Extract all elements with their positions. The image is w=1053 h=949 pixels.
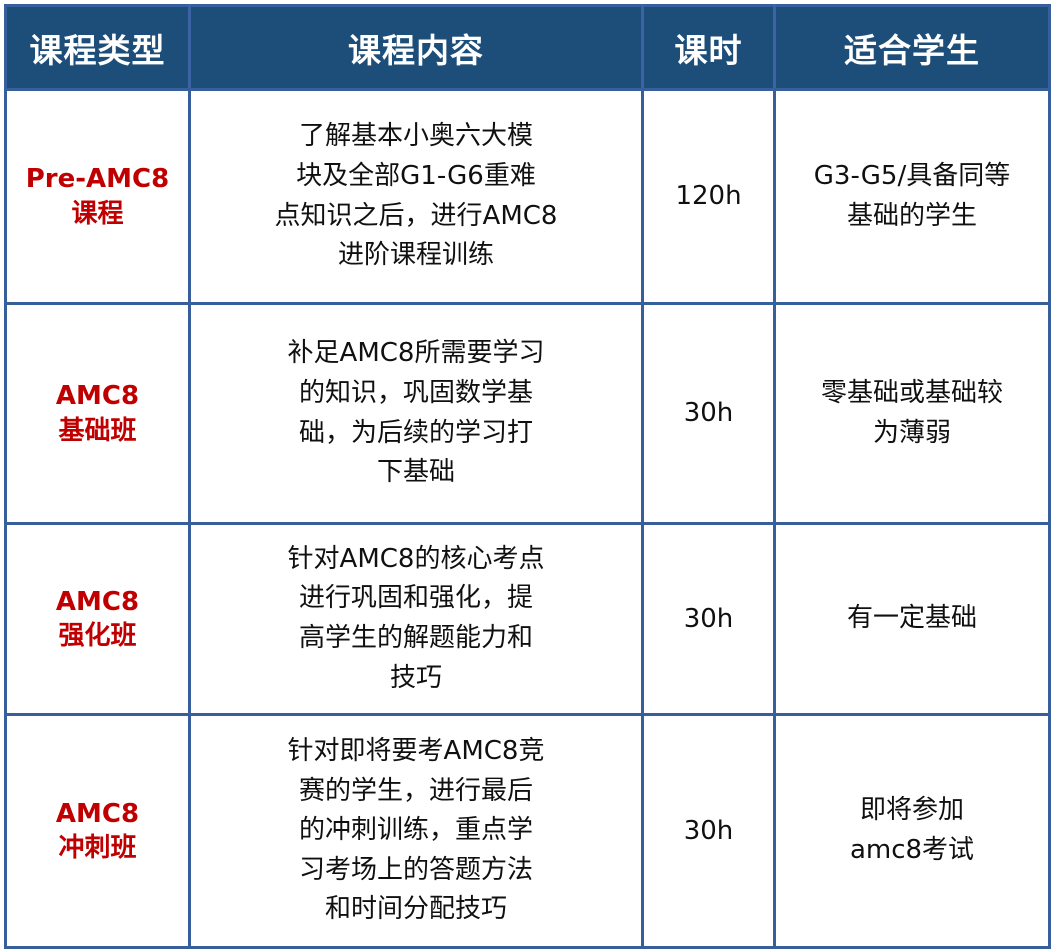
header-row: 课程类型 课程内容 课时 适合学生 (5, 5, 1050, 91)
cell-suitable-students: 有一定基础 (774, 523, 1050, 716)
cell-suitable-students: G3-G5/具备同等 基础的学生 (774, 89, 1050, 305)
table-row: AMC8 强化班 针对AMC8的核心考点 进行巩固和强化，提 高学生的解题能力和… (5, 523, 1050, 716)
table-header: 课程类型 课程内容 课时 适合学生 (5, 5, 1050, 91)
table-row: AMC8 基础班 补足AMC8所需要学习 的知识，巩固数学基 础，为后续的学习打… (5, 303, 1050, 525)
cell-course-type: AMC8 基础班 (5, 303, 191, 525)
column-header-suitable-students: 适合学生 (774, 5, 1050, 91)
cell-class-hours: 30h (642, 523, 776, 716)
amc8-course-table: 课程类型 课程内容 课时 适合学生 Pre-AMC8 课程 了解基本小奥六大模 … (4, 4, 1051, 949)
cell-course-content: 针对即将要考AMC8竞 赛的学生，进行最后 的冲刺训练，重点学 习考场上的答题方… (189, 714, 644, 948)
cell-class-hours: 30h (642, 303, 776, 525)
cell-course-content: 了解基本小奥六大模 块及全部G1-G6重难 点知识之后，进行AMC8 进阶课程训… (189, 89, 644, 305)
table-body: Pre-AMC8 课程 了解基本小奥六大模 块及全部G1-G6重难 点知识之后，… (5, 89, 1050, 948)
cell-class-hours: 30h (642, 714, 776, 948)
column-header-class-hours: 课时 (642, 5, 776, 91)
cell-suitable-students: 零基础或基础较 为薄弱 (774, 303, 1050, 525)
table-row: Pre-AMC8 课程 了解基本小奥六大模 块及全部G1-G6重难 点知识之后，… (5, 89, 1050, 305)
cell-class-hours: 120h (642, 89, 776, 305)
cell-course-type: AMC8 冲刺班 (5, 714, 191, 948)
cell-course-type: Pre-AMC8 课程 (5, 89, 191, 305)
cell-course-content: 针对AMC8的核心考点 进行巩固和强化，提 高学生的解题能力和 技巧 (189, 523, 644, 716)
table-row: AMC8 冲刺班 针对即将要考AMC8竞 赛的学生，进行最后 的冲刺训练，重点学… (5, 714, 1050, 948)
cell-course-content: 补足AMC8所需要学习 的知识，巩固数学基 础，为后续的学习打 下基础 (189, 303, 644, 525)
column-header-course-content: 课程内容 (189, 5, 644, 91)
column-header-course-type: 课程类型 (5, 5, 191, 91)
cell-course-type: AMC8 强化班 (5, 523, 191, 716)
cell-suitable-students: 即将参加 amc8考试 (849, 795, 975, 865)
